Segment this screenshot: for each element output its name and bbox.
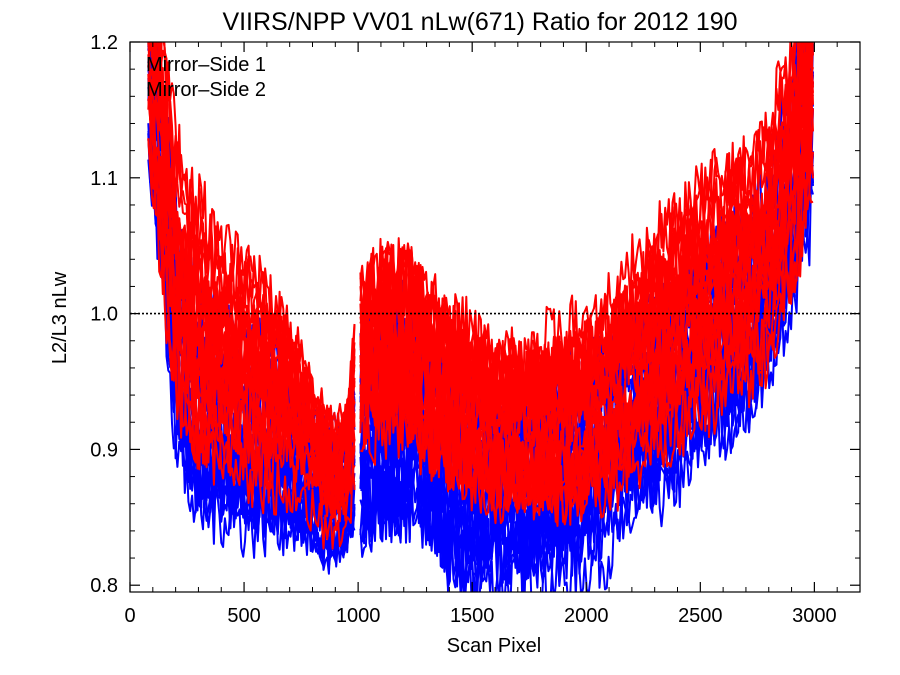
x-tick-label: 3000 bbox=[792, 605, 837, 627]
x-tick-label: 500 bbox=[227, 605, 260, 627]
chart-title: VIIRS/NPP VV01 nLw(671) Ratio for 2012 1… bbox=[222, 8, 737, 36]
y-axis: 0.8 0.9 1.0 1.1 1.2 bbox=[90, 32, 860, 597]
series-layer bbox=[147, 42, 814, 592]
mirror-side-2-line bbox=[162, 42, 356, 465]
y-tick-label: 1.0 bbox=[90, 304, 118, 326]
mirror-side-2-line bbox=[147, 135, 356, 550]
x-axis-label: Scan Pixel bbox=[447, 635, 542, 657]
legend: Mirror–Side 1 Mirror–Side 2 bbox=[146, 54, 266, 101]
y-tick-label: 0.8 bbox=[90, 575, 118, 597]
mirror-side-2-line bbox=[359, 52, 814, 455]
y-axis-label: L2/L3 nLw bbox=[49, 271, 71, 364]
x-axis: 0 500 1000 1500 2000 2500 3000 bbox=[124, 42, 838, 627]
legend-entry-mirror-side-1: Mirror–Side 1 bbox=[146, 54, 266, 76]
mirror-side-2-line bbox=[359, 66, 814, 506]
mirror-side-2-line bbox=[359, 42, 801, 390]
y-tick-label: 1.2 bbox=[90, 32, 118, 54]
x-tick-label: 1000 bbox=[336, 605, 381, 627]
x-tick-label: 0 bbox=[124, 605, 135, 627]
mirror-side-2-line bbox=[147, 54, 356, 502]
y-tick-label: 1.1 bbox=[90, 168, 118, 190]
y-tick-label: 0.9 bbox=[90, 439, 118, 461]
x-tick-label: 2000 bbox=[564, 605, 609, 627]
x-tick-label: 1500 bbox=[450, 605, 495, 627]
mirror-side-2-line bbox=[360, 143, 814, 504]
legend-entry-mirror-side-2: Mirror–Side 2 bbox=[146, 79, 266, 101]
x-tick-label: 2500 bbox=[678, 605, 723, 627]
